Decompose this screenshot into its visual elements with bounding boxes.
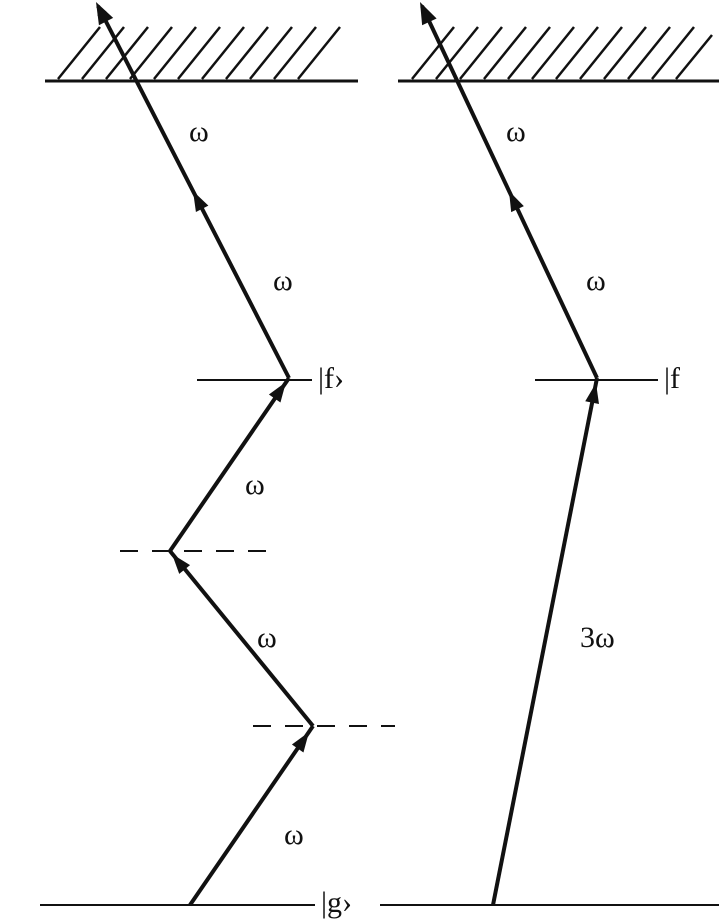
right-path-arrowheads: [420, 2, 599, 404]
arrowhead-icon: [172, 554, 191, 574]
right-continuum-hatching: [411, 26, 713, 80]
right-photon-label-3w: 3ω: [580, 621, 615, 654]
arrowhead-icon: [193, 191, 209, 212]
arrowhead-icon: [291, 732, 309, 753]
left-photon-label-1: ω: [284, 818, 304, 851]
arrowhead-icon: [268, 382, 286, 403]
left-photon-label-2: ω: [257, 621, 277, 654]
left-excited-state-label: |f›: [318, 362, 344, 395]
left-photon-step-2: [168, 549, 315, 728]
arrowhead-icon: [420, 2, 437, 26]
arrowhead-icon: [509, 191, 524, 213]
right-excited-state-label: |f: [664, 362, 680, 395]
right-photon-label-2: ω: [506, 115, 526, 148]
arrowhead-icon: [585, 383, 599, 404]
right-continuum: [398, 26, 719, 83]
right-photon-label-1: ω: [586, 264, 606, 297]
arrowhead-icon: [96, 2, 114, 26]
left-photon-label-4: ω: [273, 264, 293, 297]
left-photon-step-3: [168, 376, 291, 553]
ground-state-label: |g›: [321, 886, 352, 919]
left-path-arrowheads: [96, 2, 309, 753]
left-continuum-hatching: [57, 26, 341, 80]
left-photon-label-3: ω: [245, 468, 265, 501]
left-photon-label-5: ω: [189, 115, 209, 148]
right-photon-step-1: [491, 377, 599, 906]
left-continuum: [45, 26, 358, 83]
left-photon-step-1: [188, 724, 315, 907]
